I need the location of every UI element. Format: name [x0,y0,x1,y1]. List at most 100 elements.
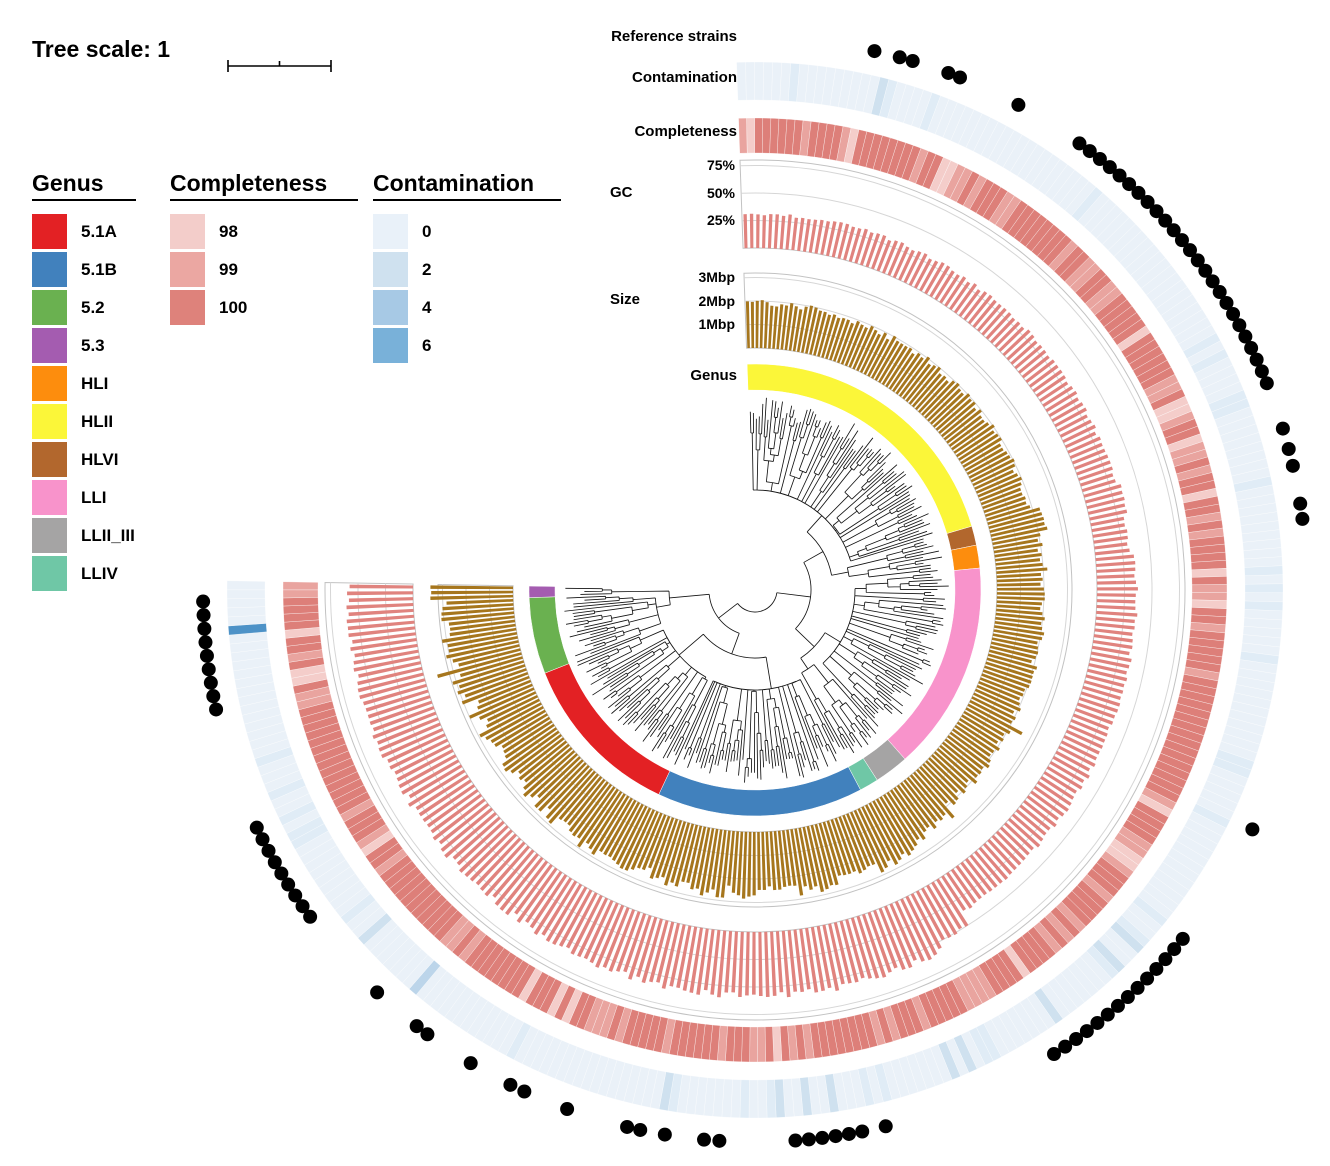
gc-bar [1058,745,1096,768]
size-bar [490,709,546,744]
reference-strain-dot [1212,285,1227,300]
size-bar [720,830,731,898]
legend-item: 5.1B [32,252,136,287]
size-bar [829,317,846,361]
legend-item-label: 2 [422,259,432,279]
contamination-cell [757,1079,768,1119]
gc-bar [661,922,680,989]
size-bar [849,811,876,866]
gc-bar [898,249,915,281]
gc-bar [1083,484,1122,498]
reference-strain-dot [201,662,216,677]
gc-bar [358,661,422,678]
gc-bar [656,921,675,983]
gc-bar [1007,817,1041,848]
size-bar [974,469,1014,490]
size-bar [966,451,1008,476]
gc-bar [1089,657,1130,669]
legend-item-label: 5.1A [81,221,117,241]
gc-bar [1080,691,1121,707]
gc-bar [1087,503,1126,515]
contamination-cell [227,606,266,618]
size-bar [830,819,852,875]
size-bar [938,401,976,434]
reference-strain-dot [1122,177,1137,192]
size-bar [844,324,864,367]
gc-bar [353,655,420,672]
size-bar [995,562,1043,570]
size-bar [984,501,1027,518]
legend-item-label: 99 [219,259,238,279]
size-bar [518,740,568,781]
completeness-cell [764,1026,775,1063]
size-bar [437,652,522,678]
gc-bar [831,222,843,258]
gc-bar [396,749,454,782]
size-bar [817,314,832,357]
contamination-cell [765,1079,777,1119]
gc-bar [926,884,958,936]
gc-bar [949,281,971,311]
size-bar [991,526,1048,542]
size-bar [961,714,1004,742]
size-bar [861,806,891,862]
size-bar [537,756,581,799]
gc-bar [1062,424,1096,443]
reference-strain-dot [1140,194,1155,209]
legend-swatch [32,290,67,325]
reference-strain-dot [1285,458,1300,473]
size-bar [906,776,944,821]
legend-item: 5.3 [32,328,136,363]
gc-bar [1090,651,1132,663]
gc-bar [479,841,526,892]
size-bar [786,829,797,886]
gc-bar [856,915,880,979]
reference-strain-dot [1047,1046,1062,1061]
gc-bar [377,717,439,745]
gc-bar [859,232,874,266]
size-bar [911,373,942,408]
size-bar [681,824,699,883]
size-bar [469,687,535,719]
size-bar [991,637,1039,650]
size-bar [441,611,515,622]
size-bar [663,821,687,886]
gc-bar [1096,587,1138,591]
gc-bar [982,842,1013,875]
reference-strain-dot [1011,97,1026,112]
size-bar [705,828,719,893]
reference-strain-dot [1058,1039,1073,1054]
tree-scale-label: Tree scale: 1 [32,36,171,62]
size-bar [909,774,946,817]
size-bar [449,619,516,631]
size-bar [996,587,1044,591]
reference-strain-dot [1232,318,1247,333]
gc-bar [752,931,756,995]
completeness-cell [757,1026,767,1063]
legend-swatch [32,214,67,249]
gc-bar [1032,369,1063,393]
size-bar [661,819,683,878]
gc-bar [541,880,578,936]
size-bar [956,721,1000,752]
size-bar [794,828,807,887]
gc-bar [908,253,928,286]
legend-item-label: 5.2 [81,297,105,317]
size-bar [868,802,902,861]
gc-bar [960,861,987,896]
size-bar [973,692,1015,714]
gc-bar [499,856,544,911]
gc-bar [469,833,517,882]
gc-bar [1059,419,1092,438]
contamination-cell [1244,574,1284,585]
size-bar [686,825,703,884]
size-bar [479,702,542,738]
reference-strain-dot [1198,263,1213,278]
size-bar [840,320,860,365]
size-bar [924,382,960,419]
gc-bar [401,759,460,795]
size-bar [747,831,752,897]
gc-bar [641,918,663,984]
size-bar [430,585,514,590]
size-bar [715,830,727,898]
